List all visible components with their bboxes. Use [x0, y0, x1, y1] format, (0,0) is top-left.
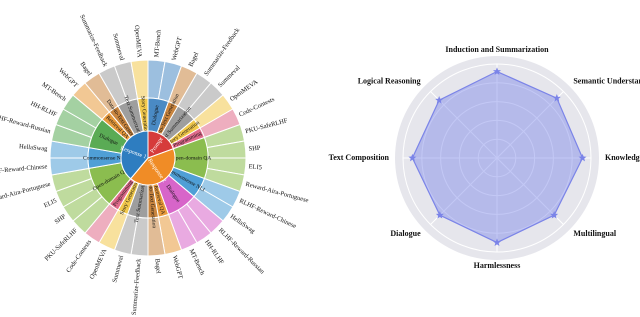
- dataset-label: MT-Bench: [153, 29, 162, 58]
- axis-label: Dialogue: [390, 229, 421, 238]
- dataset-label: Code-Contests: [65, 238, 93, 274]
- grid-spoke: [496, 157, 564, 225]
- task-label: Data-to-Text Generation: [146, 174, 157, 228]
- dataset-label: RLHF-Reward-Russian: [217, 227, 266, 276]
- dataset-label: OpenMEVA: [88, 248, 108, 281]
- dataset-label: PKU-SafeRLHF: [245, 117, 289, 135]
- radar-point: [435, 95, 444, 104]
- dataset-label: SHP: [53, 213, 67, 226]
- dataset-label: Bagel: [79, 61, 94, 78]
- radar-point: [578, 153, 587, 162]
- dataset-label: WebGPT: [57, 67, 79, 89]
- inner-arc: [129, 148, 176, 186]
- dataset-label: HellaSwag: [229, 213, 257, 236]
- dataset-label: RLHF-Reward-Russian: [0, 112, 52, 135]
- dataset-label: WebGPT: [171, 255, 184, 280]
- radar-point: [435, 210, 444, 219]
- dataset-label: OpenMEVA: [133, 25, 143, 58]
- axis-label: Text Composition: [329, 153, 390, 162]
- dataset-label: Summeval: [111, 33, 125, 62]
- radar-point: [493, 238, 501, 246]
- axis-label: Harmlessness: [474, 261, 521, 270]
- axis-label: Multilingual: [573, 229, 616, 238]
- axis-label: Semantic Understanding: [573, 76, 640, 85]
- dataset-label: Bagel: [187, 51, 200, 68]
- radar-point: [493, 67, 501, 75]
- radar-point: [550, 210, 559, 219]
- dataset-label: Code-Contests: [238, 96, 276, 119]
- dataset-label: OpenMEVA: [229, 78, 260, 102]
- dataset-label: Bagel: [153, 258, 161, 274]
- task-label: Commonsense NLI: [83, 155, 126, 161]
- dataset-label: ELI5: [248, 163, 262, 171]
- dataset-label: HH-RLHF: [203, 239, 225, 266]
- dataset-label: MT-Bench: [188, 248, 206, 277]
- dataset-label: ELI5: [43, 197, 58, 209]
- axis-label: Knowledge QA: [605, 153, 640, 162]
- dataset-label: Summeval: [217, 64, 242, 89]
- task-label: Open-domain QA: [172, 155, 212, 161]
- dataset-label: MT-Bench: [40, 81, 68, 103]
- grid-spoke: [430, 157, 498, 225]
- axis-label: Induction and Summarization: [445, 45, 549, 54]
- grid-spoke: [430, 91, 498, 159]
- dataset-label: SHP: [248, 145, 261, 153]
- dataset-label: Summarize-Feedback: [131, 258, 143, 316]
- dataset-label: HH-RLHF: [29, 100, 58, 118]
- dataset-label: Reward-Aira-Portuguese: [0, 181, 51, 205]
- grid-spoke: [496, 91, 564, 159]
- dataset-label: Summarize-Feedback: [78, 14, 109, 69]
- axis-label: Logical Reasoning: [358, 76, 421, 85]
- task-label: Story Generation: [139, 96, 148, 134]
- dataset-label: HellaSwag: [19, 143, 49, 153]
- task-label: Dialogue: [151, 104, 161, 125]
- dataset-label: Summeval: [111, 254, 125, 283]
- inner-arc: [120, 130, 149, 180]
- radar-point: [552, 93, 561, 102]
- dataset-label: Reward-Aira-Portuguese: [245, 181, 310, 205]
- dataset-label: RLHF-Reward-Chinese: [0, 163, 48, 175]
- dataset-label: WebGPT: [171, 36, 184, 61]
- radar-point: [408, 153, 417, 162]
